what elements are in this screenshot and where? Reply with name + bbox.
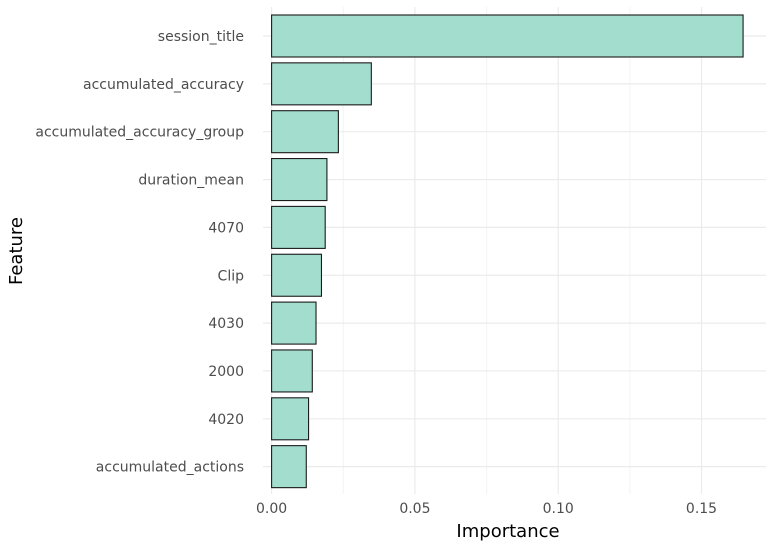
bar xyxy=(271,349,313,393)
x-tick-label: 0.15 xyxy=(686,501,717,517)
y-tick-label: accumulated_actions xyxy=(96,460,244,476)
y-tick-label: accumulated_accuracy xyxy=(83,77,244,93)
x-tick-label: 0.05 xyxy=(399,501,430,517)
y-tick-label: 4070 xyxy=(208,220,244,236)
bar xyxy=(271,445,307,489)
y-tick-label: duration_mean xyxy=(138,173,244,189)
bar xyxy=(271,397,310,441)
y-tick-label: session_title xyxy=(158,29,244,45)
x-tick-label: 0.00 xyxy=(256,501,287,517)
bar-layer xyxy=(271,14,744,489)
x-tick-labels: 0.00 0.05 0.10 0.15 xyxy=(256,501,717,517)
y-tick-label: 4020 xyxy=(208,412,244,428)
y-tick-label: accumulated_accuracy_group xyxy=(35,125,244,141)
bar xyxy=(271,14,744,58)
y-tick-label: Clip xyxy=(218,268,245,284)
bar xyxy=(271,110,339,154)
y-tick-labels: session_title accumulated_accuracyaccumul… xyxy=(35,29,244,476)
bar xyxy=(271,205,326,249)
y-axis-title: Feature xyxy=(6,217,27,285)
y-tick-label: 4030 xyxy=(208,316,244,332)
x-axis-title: Importance xyxy=(456,521,559,542)
bar xyxy=(271,301,317,345)
bar xyxy=(271,253,323,297)
x-tick-label: 0.10 xyxy=(543,501,574,517)
bar xyxy=(271,158,328,202)
y-tick-label: 2000 xyxy=(208,364,244,380)
bar xyxy=(271,62,372,106)
